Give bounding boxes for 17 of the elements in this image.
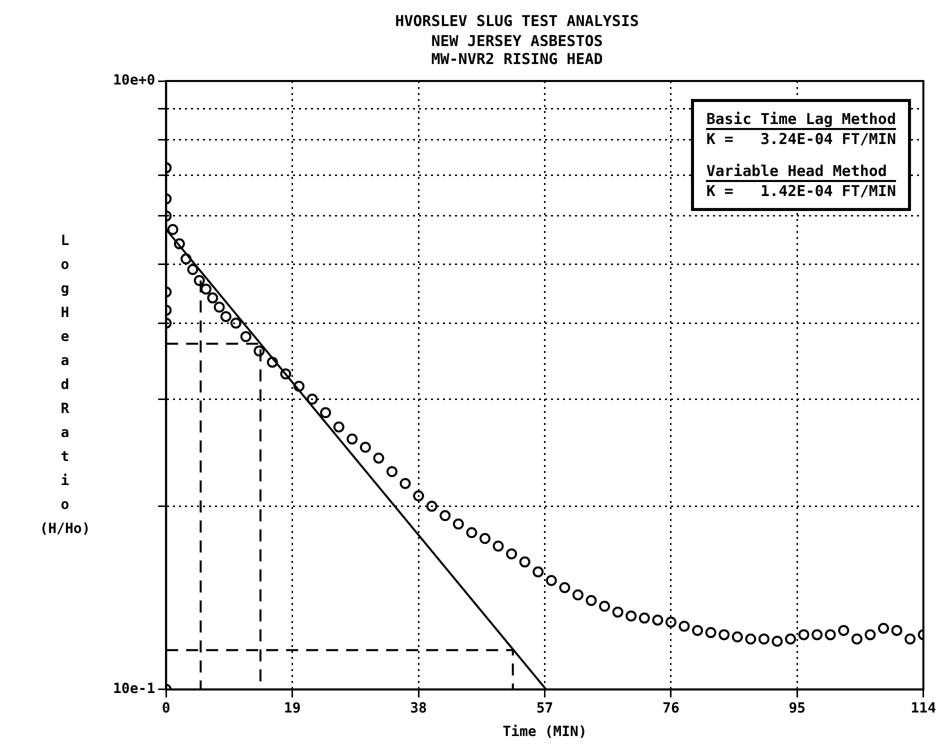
- y-tick-label: 10e+0: [112, 72, 156, 89]
- x-axis-title: Time (MIN): [502, 724, 587, 740]
- x-tick-label: 0: [162, 700, 170, 716]
- annotation: K = 3.24E-04 FT/MIN: [706, 130, 896, 148]
- chart-title: HVORSLEV SLUG TEST ANALYSIS: [395, 12, 639, 30]
- x-tick-label: 114: [910, 700, 936, 716]
- x-tick-label: 19: [284, 700, 301, 716]
- x-tick-label: 57: [536, 700, 554, 716]
- x-tick-label: 95: [788, 700, 806, 716]
- annotation: K = 1.42E-04 FT/MIN: [706, 182, 896, 200]
- x-tick-label: 38: [410, 700, 427, 716]
- annotation: Variable Head Method: [706, 162, 896, 182]
- x-tick-label: 76: [662, 700, 680, 716]
- chart-subtitle: NEW JERSEY ASBESTOS MW-NVR2 RISING HEAD: [431, 32, 603, 68]
- y-tick-label: 10e-1: [112, 681, 156, 698]
- annotation: Basic Time Lag Method: [706, 110, 896, 130]
- text: Log Head Ratio (H/Ho): [40, 233, 90, 538]
